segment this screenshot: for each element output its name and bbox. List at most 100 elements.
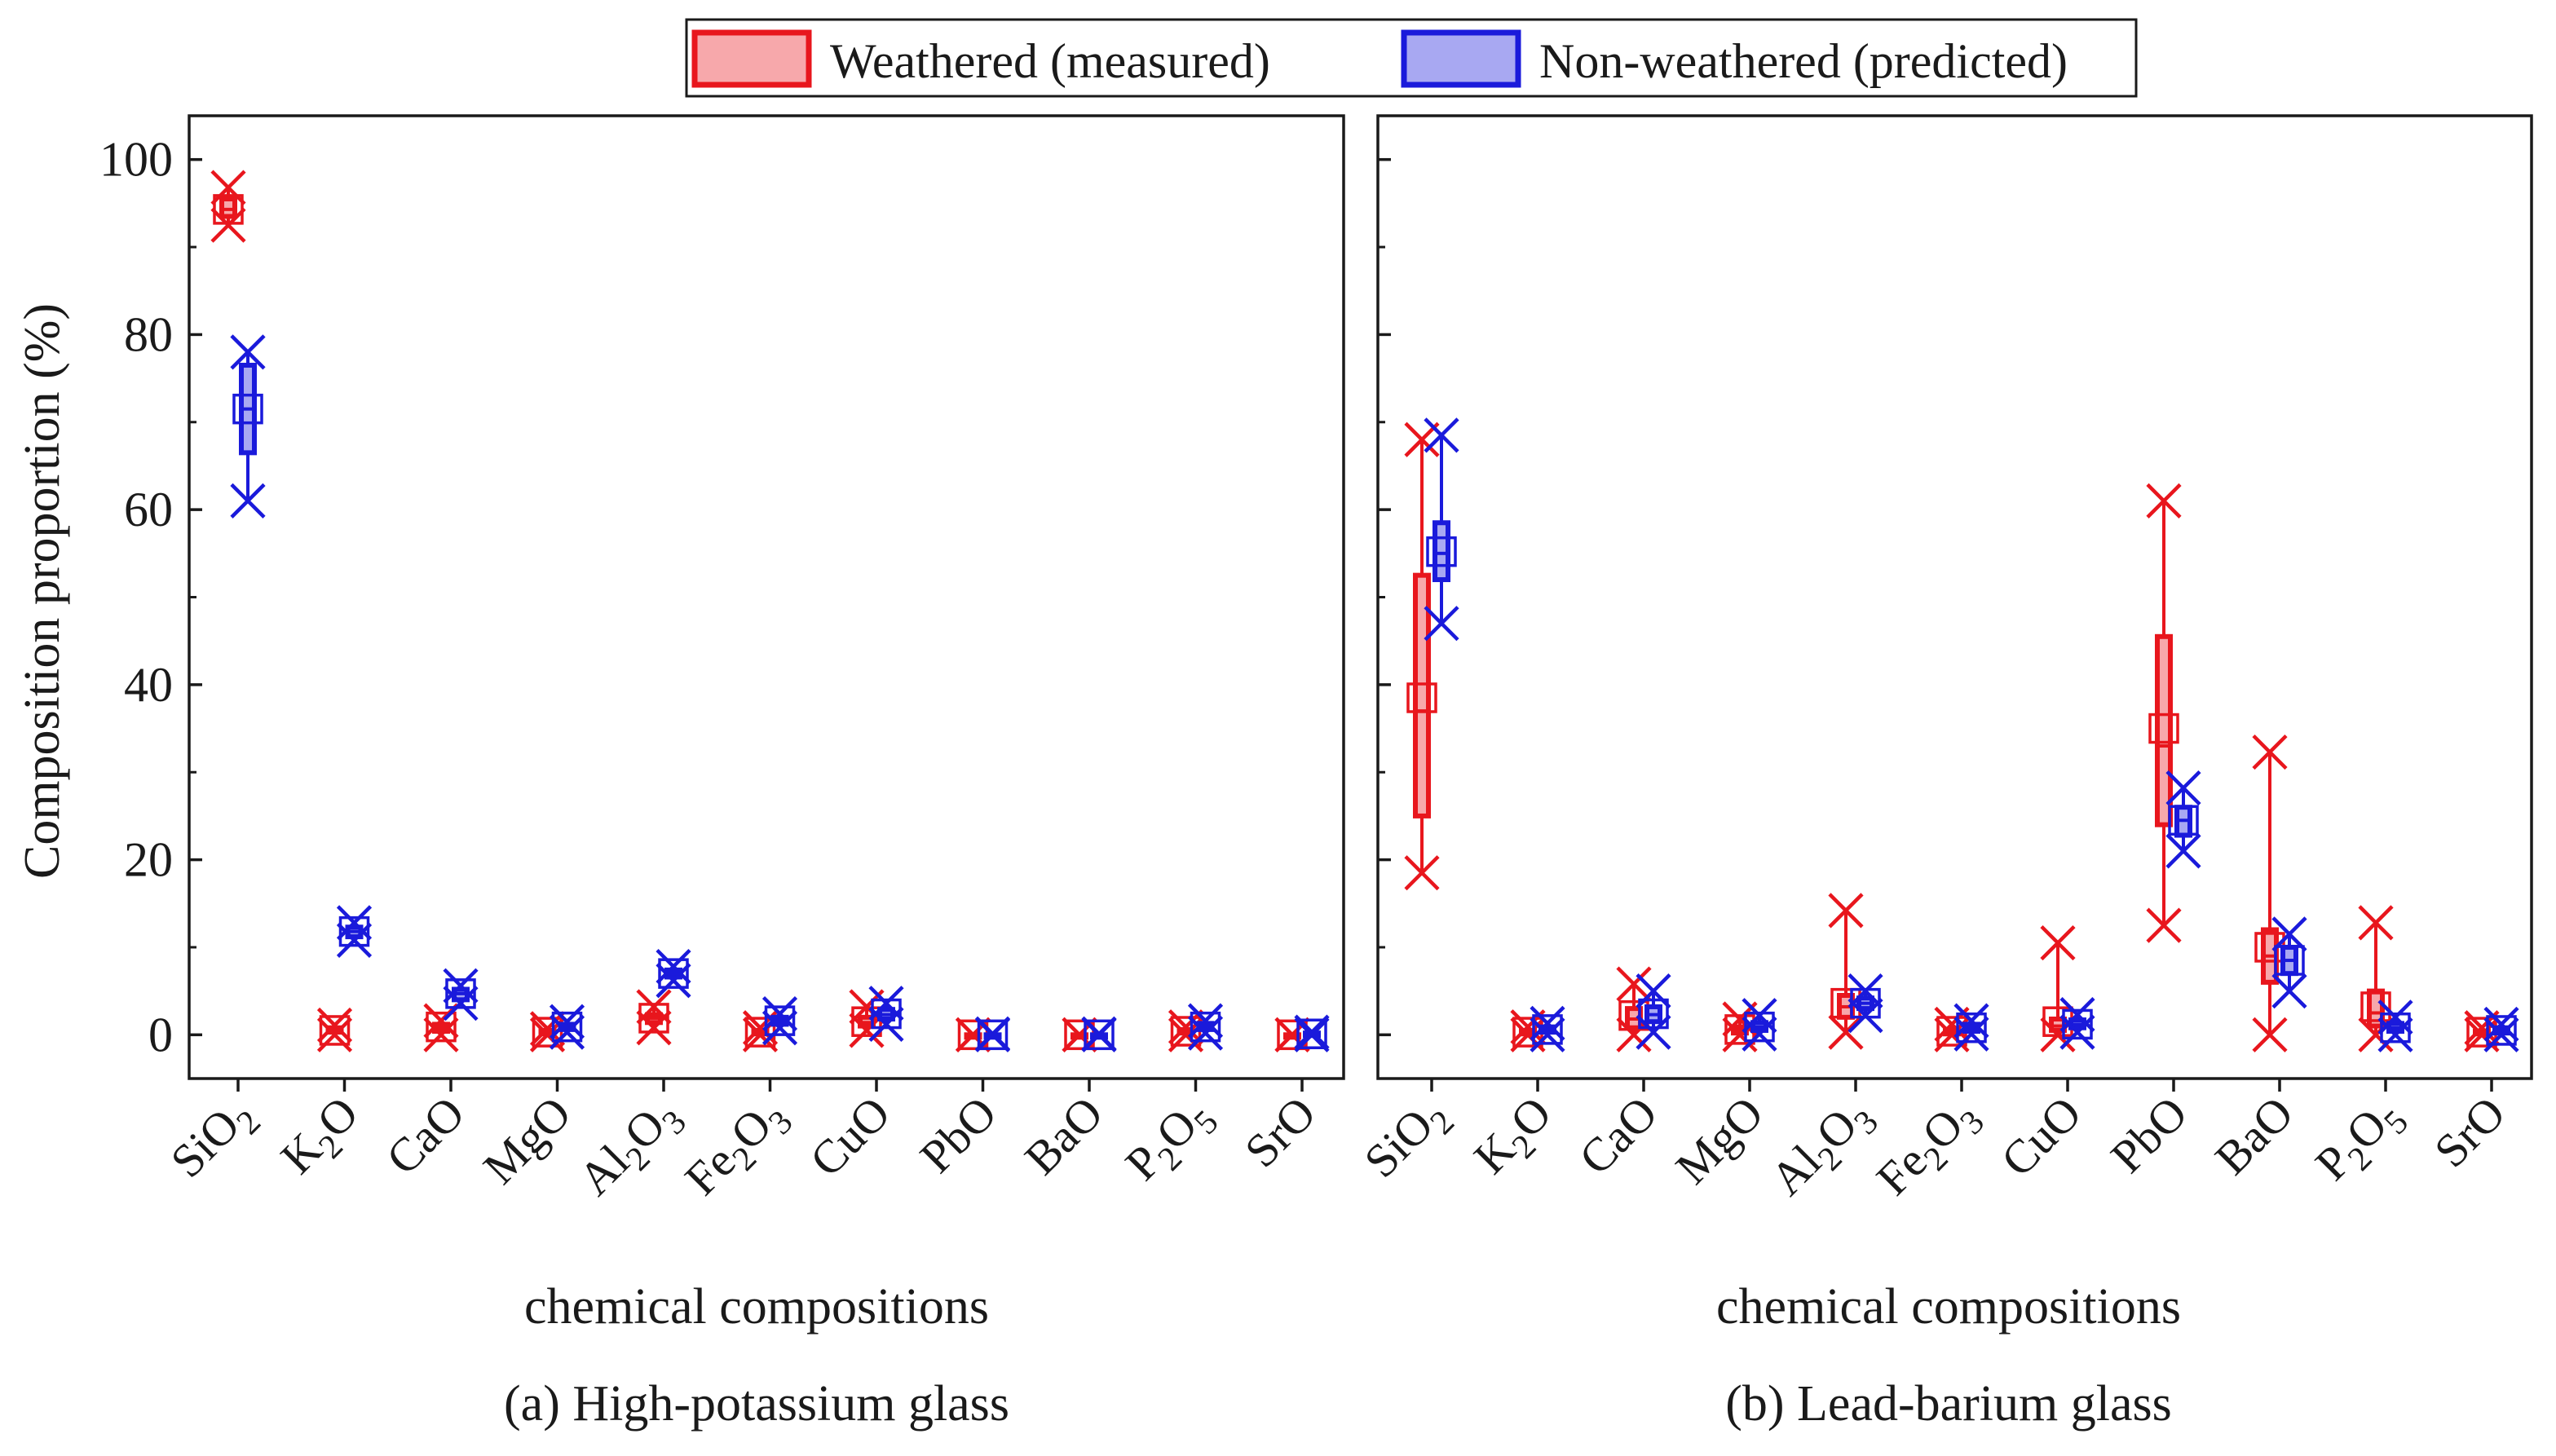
max-marker xyxy=(656,948,691,985)
y-tick-label: 80 xyxy=(124,307,173,361)
non-weathered-box xyxy=(443,968,479,1021)
weathered-box xyxy=(316,1007,353,1052)
non-weathered-box xyxy=(1530,1005,1565,1052)
mean-marker xyxy=(2380,1012,2411,1043)
y-tick-label: 40 xyxy=(124,658,173,712)
non-weathered-box xyxy=(1953,1003,1989,1052)
box-iqr xyxy=(2367,988,2385,1029)
y-tick-label: 0 xyxy=(148,1008,173,1061)
min-marker xyxy=(443,986,479,1021)
mean-marker xyxy=(1406,682,1437,713)
max-marker xyxy=(1294,1014,1330,1050)
legend-weathered-swatch xyxy=(691,29,812,88)
max-marker xyxy=(316,1007,353,1043)
non-weathered-box xyxy=(1742,998,1777,1052)
max-marker xyxy=(549,1004,585,1039)
mean-marker xyxy=(977,1019,1009,1051)
max-marker xyxy=(2483,1006,2519,1043)
x-tick-label: CaO xyxy=(376,1086,475,1185)
max-marker xyxy=(1168,1009,1204,1045)
x-tick-label: CuO xyxy=(800,1086,900,1186)
max-marker xyxy=(2146,483,2182,518)
min-marker xyxy=(656,963,691,999)
mean-marker xyxy=(1296,1018,1327,1049)
max-marker xyxy=(210,170,246,205)
min-marker xyxy=(316,1017,353,1052)
min-marker xyxy=(1828,1014,1864,1050)
x-tick-label: PbO xyxy=(910,1086,1007,1183)
non-weathered-box xyxy=(336,905,373,958)
legend-non-weathered-swatch xyxy=(1401,29,1521,88)
non-weathered-box xyxy=(1424,417,1459,642)
min-marker xyxy=(2252,1017,2288,1052)
max-marker xyxy=(2165,770,2201,806)
max-marker xyxy=(2040,924,2076,961)
max-marker xyxy=(1530,1005,1565,1041)
non-weathered-box xyxy=(1847,973,1883,1034)
legend-weathered-label: Weathered (measured) xyxy=(830,34,1270,88)
panel-b-xlabel: chemical compositions xyxy=(1716,1279,2181,1335)
x-tick-label: K2O xyxy=(271,1086,375,1190)
min-marker xyxy=(1294,1017,1330,1052)
min-marker xyxy=(210,207,246,243)
mean-marker xyxy=(1190,1011,1221,1043)
mean-marker xyxy=(319,1015,351,1046)
min-marker xyxy=(423,1017,459,1052)
max-marker xyxy=(2059,997,2095,1033)
weathered-box xyxy=(636,989,672,1046)
y-axis-title: Composition proportion (%) xyxy=(15,303,70,879)
weathered-box xyxy=(2040,924,2076,1052)
mean-marker xyxy=(2274,945,2305,976)
y-tick-label: 60 xyxy=(124,483,173,536)
x-tick-label: SiO2 xyxy=(161,1086,268,1193)
max-marker xyxy=(2358,905,2394,941)
max-marker xyxy=(1828,893,1864,929)
mean-marker xyxy=(1426,536,1457,567)
x-tick-label: MgO xyxy=(473,1086,581,1194)
max-marker xyxy=(1636,973,1671,1009)
mean-marker xyxy=(2360,991,2391,1022)
x-tick-label: Al2O3 xyxy=(568,1086,694,1211)
non-weathered-box xyxy=(1636,973,1671,1050)
x-tick-label: SiO2 xyxy=(1354,1086,1462,1193)
non-weathered-box xyxy=(868,986,904,1043)
weathered-box xyxy=(1404,421,1440,891)
non-weathered-box xyxy=(549,1004,585,1050)
min-marker xyxy=(2271,973,2307,1009)
weathered-box xyxy=(2358,905,2394,1052)
mean-marker xyxy=(532,1017,563,1048)
x-tick-label: Al2O3 xyxy=(1760,1086,1886,1211)
x-tick-label: CaO xyxy=(1569,1086,1667,1185)
x-tick-label: K2O xyxy=(1463,1086,1568,1190)
box-iqr xyxy=(2155,633,2173,827)
max-marker xyxy=(762,995,798,1032)
mean-marker xyxy=(2148,713,2179,744)
x-tick-label: CuO xyxy=(1991,1086,2091,1186)
min-marker xyxy=(2483,1017,2519,1052)
mean-marker xyxy=(338,916,370,947)
min-marker xyxy=(2165,833,2201,869)
min-marker xyxy=(636,1010,672,1046)
panel-a-xlabel: chemical compositions xyxy=(524,1279,989,1335)
max-marker xyxy=(1187,1003,1224,1039)
x-tick-label: P2O5 xyxy=(2305,1086,2416,1197)
non-weathered-box xyxy=(656,948,691,999)
mean-marker xyxy=(2168,805,2199,836)
x-tick-label: Fe2O3 xyxy=(1866,1086,1992,1211)
min-marker xyxy=(2146,907,2182,943)
non-weathered-box xyxy=(2165,770,2201,869)
mean-marker xyxy=(1084,1019,1115,1051)
mean-marker xyxy=(1956,1012,1987,1043)
mean-marker xyxy=(2062,1008,2093,1040)
non-weathered-box xyxy=(1081,1016,1117,1052)
non-weathered-box xyxy=(2059,997,2095,1050)
non-weathered-box xyxy=(974,1016,1011,1052)
min-marker xyxy=(2377,1017,2413,1052)
x-tick-label: SrO xyxy=(2424,1086,2515,1177)
weathered-box xyxy=(423,1003,459,1052)
min-marker xyxy=(868,1006,904,1043)
x-tick-label: BaO xyxy=(2205,1086,2303,1185)
